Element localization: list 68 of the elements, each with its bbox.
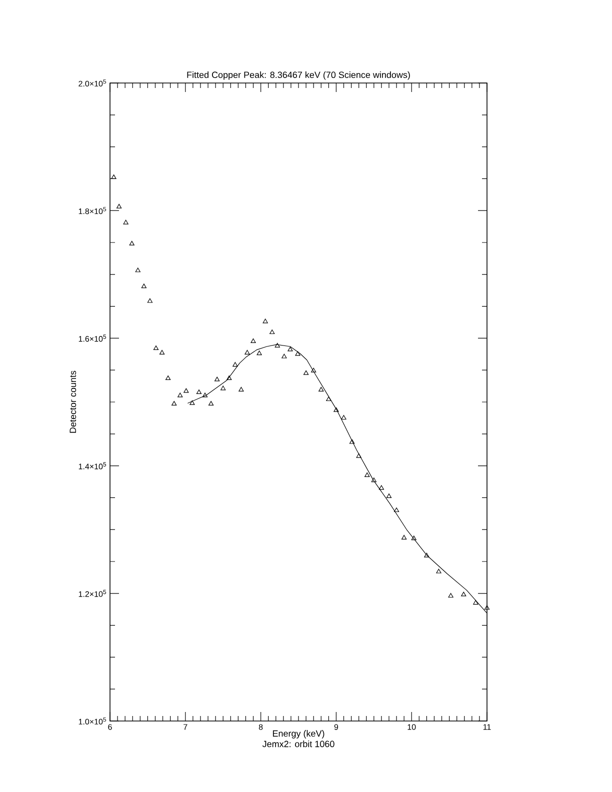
chart-title: Fitted Copper Peak: 8.36467 keV (70 Science windows) bbox=[187, 71, 410, 80]
point bbox=[256, 350, 262, 356]
point bbox=[378, 485, 384, 490]
point bbox=[184, 388, 189, 393]
point bbox=[356, 453, 362, 458]
x-tick-label: 8 bbox=[258, 724, 263, 730]
point bbox=[178, 392, 183, 398]
point bbox=[111, 174, 116, 180]
y-tick-label: 2.0×10$^{5}$ bbox=[78, 79, 106, 87]
point bbox=[473, 600, 478, 605]
point bbox=[232, 362, 238, 367]
point bbox=[214, 376, 220, 382]
point bbox=[141, 284, 146, 288]
x-tick-label: 10 bbox=[408, 724, 416, 730]
x-tick-label: 11 bbox=[483, 724, 491, 730]
point bbox=[461, 592, 466, 596]
y-tick-label: 1.6×10$^{5}$ bbox=[78, 334, 106, 342]
point bbox=[116, 204, 122, 208]
point bbox=[238, 386, 244, 392]
point bbox=[386, 494, 392, 498]
point bbox=[394, 508, 400, 512]
point bbox=[147, 298, 153, 303]
point bbox=[341, 415, 346, 420]
point bbox=[172, 401, 177, 406]
point bbox=[262, 318, 268, 324]
point bbox=[448, 593, 454, 598]
point bbox=[244, 350, 250, 354]
point bbox=[295, 351, 300, 356]
text: Jemx2: orbit 1060 bbox=[262, 740, 334, 748]
point bbox=[159, 350, 165, 354]
point bbox=[129, 240, 134, 246]
x-axis-title: Energy (keV) bbox=[272, 730, 324, 738]
y-tick-label: 1.8×10$^{5}$ bbox=[78, 207, 106, 214]
point bbox=[123, 220, 128, 224]
point bbox=[436, 568, 442, 574]
point bbox=[326, 396, 332, 402]
y-tick-label: 1.2×10$^{5}$ bbox=[78, 590, 106, 597]
point bbox=[220, 386, 226, 390]
x-tick-label: 7 bbox=[184, 724, 188, 730]
point bbox=[282, 354, 287, 358]
point bbox=[166, 375, 171, 380]
point bbox=[411, 536, 416, 540]
point bbox=[364, 472, 370, 477]
point bbox=[334, 407, 339, 412]
point bbox=[424, 552, 430, 558]
point bbox=[270, 330, 275, 334]
point bbox=[190, 400, 195, 405]
x-tick-label: 9 bbox=[334, 724, 338, 730]
point bbox=[135, 268, 140, 272]
x-tick-label: 6 bbox=[108, 724, 112, 730]
y-tick-label: 1.4×10$^{5}$ bbox=[78, 462, 106, 470]
point bbox=[484, 605, 490, 610]
y-axis-title: Detector counts bbox=[70, 370, 76, 433]
point bbox=[349, 439, 355, 444]
point bbox=[208, 401, 214, 406]
point bbox=[318, 386, 324, 392]
point bbox=[274, 342, 280, 348]
point bbox=[196, 390, 202, 394]
point bbox=[250, 338, 256, 343]
point bbox=[153, 346, 159, 350]
y-tick-label: 1.0×10$^{5}$ bbox=[78, 717, 106, 725]
point bbox=[402, 534, 407, 540]
point bbox=[202, 392, 208, 398]
point bbox=[226, 375, 232, 380]
point bbox=[303, 370, 309, 375]
point bbox=[288, 346, 293, 352]
point bbox=[311, 368, 316, 372]
point bbox=[371, 478, 376, 482]
